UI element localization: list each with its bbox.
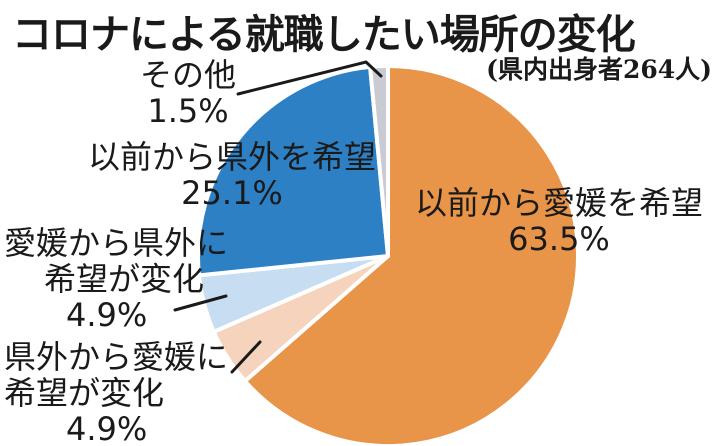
slice-label-ehime-always: 以前から愛媛を希望 63.5% [415,184,704,258]
slice-value: 4.9% [66,295,148,334]
chart-subtitle: (県内出身者264人) [486,55,712,84]
leader-line-ehime-to-outside [173,294,228,312]
slice-label-outside-to-ehime: 県外から愛媛に 希望が変化 4.9% [4,338,229,446]
slice-label-line: 希望が変化 [44,259,205,298]
leader-line-other [236,60,383,96]
slice-label-ehime-to-outside: 愛媛から県外に 希望が変化 4.9% [4,224,229,334]
slice-label-outside-always: 以前から県外を希望 25.1% [88,138,377,212]
slice-label-line: 以前から愛媛を希望 [415,184,704,222]
pie-slice-ehime-always [242,64,580,446]
leader-line-outside-to-ehime [230,340,262,374]
slice-label-line: 以前から県外を希望 [88,138,377,176]
pie-slice-outside-always [196,64,390,278]
slice-value: 63.5% [508,219,610,258]
chart-title: コロナによる就職したい場所の変化 [12,12,636,58]
slice-label-line: 県外から愛媛に [4,338,229,376]
slice-value: 25.1% [181,173,283,212]
slice-label-line: 愛媛から県外に [4,224,229,262]
slice-label-line: その他 [140,56,237,94]
slice-label-other: その他 1.5% [140,56,237,130]
slice-value: 4.9% [66,409,148,446]
slice-value: 1.5% [147,91,229,130]
slice-label-line: 希望が変化 [4,373,165,412]
